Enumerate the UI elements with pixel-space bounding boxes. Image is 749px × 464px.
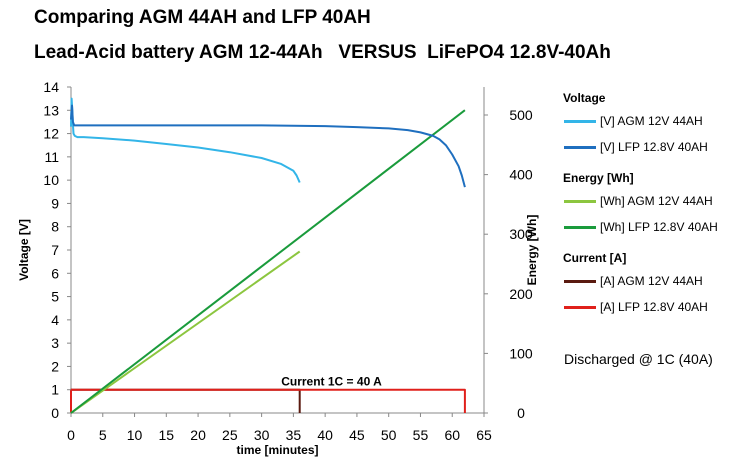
legend-swatch xyxy=(564,199,596,203)
y-left-tick-label: 10 xyxy=(43,172,59,188)
series-line-v-agm-12v-44ah xyxy=(70,97,301,183)
y-right-tick-label: 100 xyxy=(509,345,533,361)
y-left-tick-label: 13 xyxy=(43,102,59,118)
legend-item: [Wh] LFP 12.8V 40AH xyxy=(548,214,743,240)
x-tick-label: 5 xyxy=(99,427,107,443)
legend-item: [A] AGM 12V 44AH xyxy=(548,268,743,294)
legend-item: [A] LFP 12.8V 40AH xyxy=(548,294,743,320)
discharge-note: Discharged @ 1C (40A) xyxy=(564,351,713,367)
legend-swatch xyxy=(564,225,596,229)
legend-group-title: Energy [Wh] xyxy=(563,171,634,185)
x-tick-label: 20 xyxy=(190,427,206,443)
y-left-tick-label: 12 xyxy=(43,126,59,142)
y-left-tick-label: 9 xyxy=(51,195,59,211)
legend-item: [V] AGM 12V 44AH xyxy=(548,108,743,134)
legend-item: [Wh] AGM 12V 44AH xyxy=(548,188,743,214)
legend-item: [V] LFP 12.8V 40AH xyxy=(548,134,743,160)
chart-ticks: 0 5 10 15 20 25 30 35 40 45 50 55 60 6501234567891011… xyxy=(43,79,532,443)
y-left-tick-label: 7 xyxy=(51,242,59,258)
y-left-tick-label: 6 xyxy=(51,265,59,281)
x-tick-label: 30 xyxy=(254,427,270,443)
chart-subtitle: Lead-Acid battery AGM 12-44Ah VERSUS LiF… xyxy=(34,42,611,63)
y-right-tick-label: 500 xyxy=(509,107,533,123)
y-axis-left-label: Voltage [V] xyxy=(17,219,31,281)
legend-label: [A] AGM 12V 44AH xyxy=(600,274,703,288)
legend-spacer xyxy=(548,160,743,168)
x-tick-label: 65 xyxy=(476,427,492,443)
legend-label: [V] AGM 12V 44AH xyxy=(600,114,703,128)
y-left-tick-label: 3 xyxy=(51,335,59,351)
chart-legend: Voltage [V] AGM 12V 44AH [V] LFP 12.8V 40A… xyxy=(548,88,743,320)
legend-swatch xyxy=(564,305,596,309)
x-tick-label: 60 xyxy=(444,427,460,443)
legend-swatch xyxy=(564,279,596,283)
chart-title: Comparing AGM 44AH and LFP 40AH xyxy=(34,7,371,28)
y-left-tick-label: 4 xyxy=(51,312,59,328)
chart-plot-area xyxy=(70,97,466,414)
legend-group-title: Current [A] xyxy=(563,251,627,265)
chart-axes xyxy=(70,87,485,414)
legend-label: [V] LFP 12.8V 40AH xyxy=(600,140,708,154)
legend-swatch xyxy=(564,119,596,123)
x-tick-label: 0 xyxy=(67,427,75,443)
y-left-tick-label: 0 xyxy=(51,405,59,421)
y-right-tick-label: 300 xyxy=(509,226,533,242)
y-right-tick-label: 400 xyxy=(509,167,533,183)
legend-swatch xyxy=(564,145,596,149)
legend-group-title: Voltage xyxy=(563,91,606,105)
legend-label: [A] LFP 12.8V 40AH xyxy=(600,300,708,314)
x-tick-label: 55 xyxy=(413,427,429,443)
legend-spacer xyxy=(548,240,743,248)
y-axis-right-label: Energy [Wh] xyxy=(525,215,539,286)
x-tick-label: 40 xyxy=(317,427,333,443)
x-axis-label: time [minutes] xyxy=(236,443,318,457)
series-line-v-lfp-12-8v-40ah xyxy=(70,104,466,188)
x-tick-label: 15 xyxy=(159,427,175,443)
series-line-a-lfp-12-8v-40ah xyxy=(70,388,466,413)
y-right-tick-label: 200 xyxy=(509,286,533,302)
x-tick-label: 45 xyxy=(349,427,365,443)
y-left-tick-label: 8 xyxy=(51,219,59,235)
y-left-tick-label: 2 xyxy=(51,358,59,374)
legend-label: [Wh] AGM 12V 44AH xyxy=(600,194,713,208)
x-tick-label: 25 xyxy=(222,427,238,443)
x-tick-label: 50 xyxy=(381,427,397,443)
x-tick-label: 35 xyxy=(286,427,302,443)
current-annotation: Current 1C = 40 A xyxy=(281,375,382,389)
y-left-tick-label: 1 xyxy=(51,382,59,398)
x-tick-label: 10 xyxy=(127,427,143,443)
y-left-tick-label: 11 xyxy=(44,149,59,165)
series-line-wh-lfp-12-8v-40ah xyxy=(70,109,466,414)
series-line-a-agm-12v-44ah xyxy=(70,388,301,413)
y-left-tick-label: 5 xyxy=(51,289,59,305)
y-right-tick-label: 0 xyxy=(517,405,525,421)
legend-label: [Wh] LFP 12.8V 40AH xyxy=(600,220,718,234)
y-left-tick-label: 14 xyxy=(43,79,59,95)
series-line-wh-agm-12v-44ah xyxy=(70,250,301,414)
